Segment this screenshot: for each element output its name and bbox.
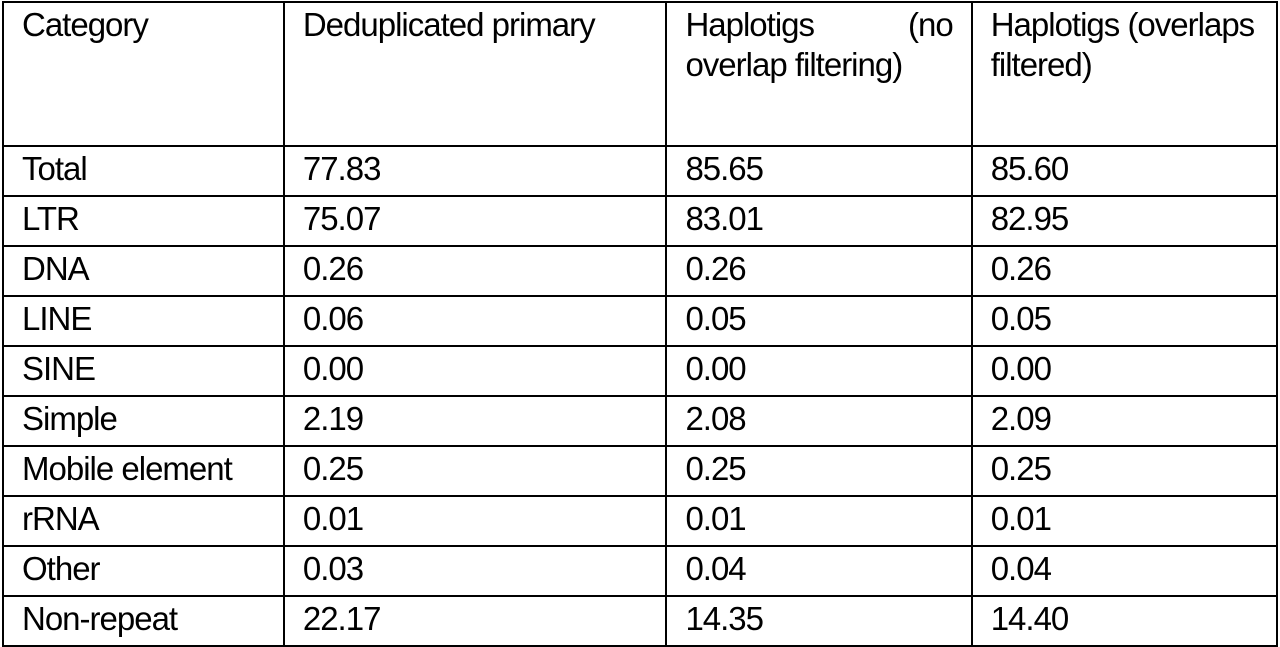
header-row: Category Deduplicated primary Haplotigs …: [2, 1, 1279, 147]
other-category-cell: Other: [2, 545, 285, 597]
total-haplotigs-overlaps-filtered-cell: 85.60: [970, 145, 1279, 197]
table-row-line: LINE 0.06 0.05 0.05: [2, 295, 1279, 347]
simple-haplotigs-no-overlap-filtering-cell: 2.08: [665, 395, 973, 447]
mobile-element-haplotigs-overlaps-filtered-cell: 0.25: [970, 445, 1279, 497]
simple-haplotigs-overlaps-filtered-cell: 2.09: [970, 395, 1279, 447]
total-category-cell: Total: [2, 145, 285, 197]
table-row-non-repeat: Non-repeat 22.17 14.35 14.40: [2, 595, 1279, 647]
table-row-rrna: rRNA 0.01 0.01 0.01: [2, 495, 1279, 547]
ltr-deduplicated-primary-cell: 75.07: [282, 195, 668, 247]
header-category: Category: [2, 1, 285, 147]
mobile-element-haplotigs-no-overlap-filtering-cell: 0.25: [665, 445, 973, 497]
line-deduplicated-primary-cell: 0.06: [282, 295, 668, 347]
table-header: Category Deduplicated primary Haplotigs …: [2, 1, 1279, 147]
header-haplotigs-overlaps-filtered: Haplotigs (overlaps filtered): [970, 1, 1279, 147]
simple-category-cell: Simple: [2, 395, 285, 447]
rrna-category-cell: rRNA: [2, 495, 285, 547]
header-haplotigs-no-overlap-filtering-text: Haplotigs (no overlap filtering): [685, 6, 953, 83]
table-row-mobile-element: Mobile element 0.25 0.25 0.25: [2, 445, 1279, 497]
mobile-element-category-cell: Mobile element: [2, 445, 285, 497]
table-row-sine: SINE 0.00 0.00 0.00: [2, 345, 1279, 397]
non-repeat-haplotigs-no-overlap-filtering-cell: 14.35: [665, 595, 973, 647]
line-haplotigs-no-overlap-filtering-cell: 0.05: [665, 295, 973, 347]
table-body: Total 77.83 85.65 85.60 LTR 75.07 83.01 82.95 DN…: [2, 145, 1279, 647]
total-deduplicated-primary-cell: 77.83: [282, 145, 668, 197]
table-row-dna: DNA 0.26 0.26 0.26: [2, 245, 1279, 297]
header-haplotigs-no-overlap-filtering: Haplotigs (no overlap filtering): [665, 1, 973, 147]
table-row-simple: Simple 2.19 2.08 2.09: [2, 395, 1279, 447]
header-deduplicated-primary: Deduplicated primary: [282, 1, 668, 147]
sine-category-cell: SINE: [2, 345, 285, 397]
dna-category-cell: DNA: [2, 245, 285, 297]
ltr-haplotigs-overlaps-filtered-cell: 82.95: [970, 195, 1279, 247]
rrna-haplotigs-overlaps-filtered-cell: 0.01: [970, 495, 1279, 547]
dna-haplotigs-no-overlap-filtering-cell: 0.26: [665, 245, 973, 297]
table-row-total: Total 77.83 85.65 85.60: [2, 145, 1279, 197]
non-repeat-deduplicated-primary-cell: 22.17: [282, 595, 668, 647]
non-repeat-haplotigs-overlaps-filtered-cell: 14.40: [970, 595, 1279, 647]
other-haplotigs-no-overlap-filtering-cell: 0.04: [665, 545, 973, 597]
ltr-haplotigs-no-overlap-filtering-cell: 83.01: [665, 195, 973, 247]
line-haplotigs-overlaps-filtered-cell: 0.05: [970, 295, 1279, 347]
sine-haplotigs-overlaps-filtered-cell: 0.00: [970, 345, 1279, 397]
non-repeat-category-cell: Non-repeat: [2, 595, 285, 647]
rrna-deduplicated-primary-cell: 0.01: [282, 495, 668, 547]
line-category-cell: LINE: [2, 295, 285, 347]
dna-deduplicated-primary-cell: 0.26: [282, 245, 668, 297]
simple-deduplicated-primary-cell: 2.19: [282, 395, 668, 447]
dna-haplotigs-overlaps-filtered-cell: 0.26: [970, 245, 1279, 297]
ltr-category-cell: LTR: [2, 195, 285, 247]
other-haplotigs-overlaps-filtered-cell: 0.04: [970, 545, 1279, 597]
total-haplotigs-no-overlap-filtering-cell: 85.65: [665, 145, 973, 197]
other-deduplicated-primary-cell: 0.03: [282, 545, 668, 597]
table-row-ltr: LTR 75.07 83.01 82.95: [2, 195, 1279, 247]
table-row-other: Other 0.03 0.04 0.04: [2, 545, 1279, 597]
mobile-element-deduplicated-primary-cell: 0.25: [282, 445, 668, 497]
sine-haplotigs-no-overlap-filtering-cell: 0.00: [665, 345, 973, 397]
rrna-haplotigs-no-overlap-filtering-cell: 0.01: [665, 495, 973, 547]
sine-deduplicated-primary-cell: 0.00: [282, 345, 668, 397]
